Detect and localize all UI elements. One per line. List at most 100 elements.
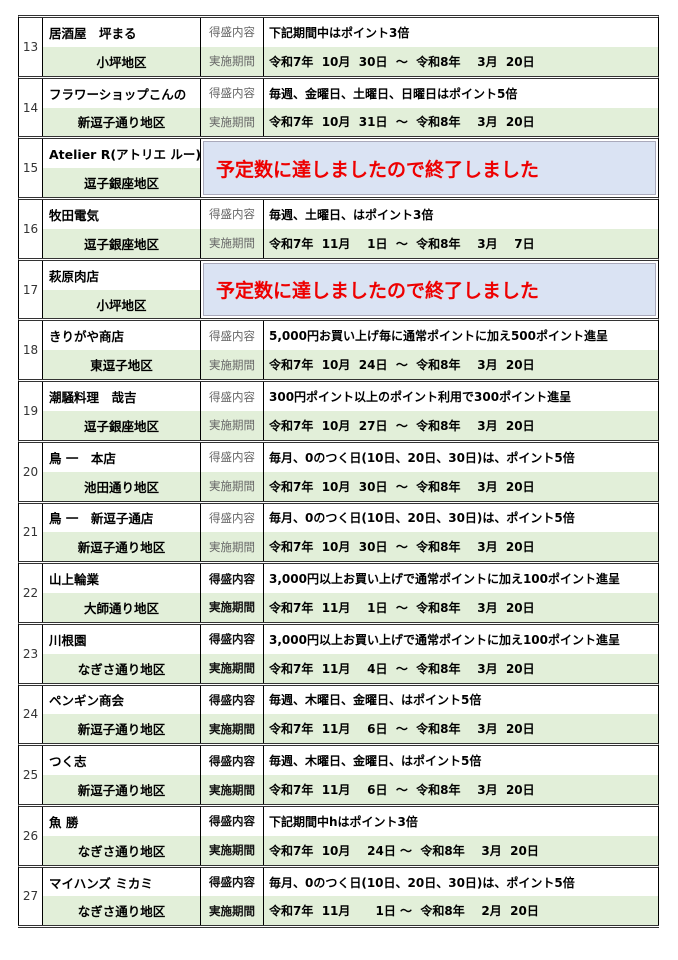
shop-name: 魚 勝 [43,806,201,836]
entry-number: 23 [19,624,43,683]
benefit-content: 3,000円以上お買い上げで通常ポイントに加え100ポイント進呈 [269,632,621,647]
period-row: 逗子銀座地区 実施期間 令和7年 10月 27日 ～ 令和8年 3月 20日 [43,410,658,440]
period-value: 令和7年 10月 24日 ～ 令和8年 3月 20日 [269,358,535,373]
entry-number: 22 [19,564,43,622]
content-label: 得盛内容 [201,867,264,897]
content-label: 得盛内容 [201,442,264,472]
content-label: 得盛内容 [201,685,264,715]
entry-number: 27 [19,867,43,926]
benefit-content: 毎週、土曜日、はポイント3倍 [269,207,434,222]
period-value: 令和7年 11月 1日 ～ 令和8年 2月 20日 [269,904,539,919]
area-name: 大師通り地区 [43,593,201,622]
period-value: 令和7年 11月 1日 ～ 令和8年 3月 7日 [269,236,535,251]
entry-number: 13 [19,18,43,76]
area-name: 逗子銀座地区 [43,410,201,440]
period-label: 実施期間 [201,653,264,683]
entry-number: 25 [19,746,43,804]
entry-number: 14 [19,78,43,137]
area-name: なぎさ通り地区 [43,653,201,683]
content-row: マイハンズ ミカミ 得盛内容 毎月、0のつく日(10日、20日、30日)は、ポイ… [43,867,658,898]
content-row: 魚 勝 得盛内容 下記期間中hはポイント3倍 [43,806,658,837]
content-row: 鳥 一 本店 得盛内容 毎月、0のつく日(10日、20日、30日)は、ポイント5… [43,442,658,473]
shop-name: 居酒屋 坪まる [43,18,201,47]
content-row: 牧田電気 得盛内容 毎週、土曜日、はポイント3倍 [43,200,658,230]
area-name: 東逗子地区 [43,350,201,380]
content-label: 得盛内容 [201,806,264,836]
shop-entry: 14 フラワーショップこんの 得盛内容 毎週、金曜日、土曜日、日曜日はポイント5… [18,75,659,137]
shop-name: 鳥 一 新逗子通店 [43,503,201,533]
shop-name: マイハンズ ミカミ [43,867,201,897]
area-name: 池田通り地区 [43,471,201,501]
period-label: 実施期間 [201,714,264,744]
shop-name: つく志 [43,746,201,776]
content-row: 山上輪業 得盛内容 3,000円以上お買い上げで通常ポイントに加え100ポイント… [43,564,658,595]
entry-number: 24 [19,685,43,744]
content-row: 潮騒料理 哉吉 得盛内容 300円ポイント以上のポイント利用で300ポイント進呈 [43,382,658,412]
area-name: 新逗子通り地区 [43,775,201,804]
shop-entry: 17 萩原肉店 小坪地区 予定数に達しましたので終了しました [18,257,659,319]
period-label: 実施期間 [201,835,264,865]
content-row: 鳥 一 新逗子通店 得盛内容 毎月、0のつく日(10日、20日、30日)は、ポイ… [43,503,658,534]
shop-entry: 20 鳥 一 本店 得盛内容 毎月、0のつく日(10日、20日、30日)は、ポイ… [18,439,659,501]
period-value: 令和7年 10月 30日 ～ 令和8年 3月 20日 [269,479,535,494]
period-row: なぎさ通り地区 実施期間 令和7年 10月 24日 ～ 令和8年 3月 20日 [43,835,658,865]
content-label: 得盛内容 [201,321,264,351]
shop-entry: 26 魚 勝 得盛内容 下記期間中hはポイント3倍 なぎさ通り地区 実施期間 令… [18,803,659,865]
area-name: 新逗子通り地区 [43,532,201,562]
content-label: 得盛内容 [201,382,264,411]
content-row: つく志 得盛内容 毎週、木曜日、金曜日、はポイント5倍 [43,746,658,777]
period-label: 実施期間 [201,471,264,501]
entry-number: 16 [19,200,43,258]
shop-name: 鳥 一 本店 [43,442,201,472]
shop-entry: 21 鳥 一 新逗子通店 得盛内容 毎月、0のつく日(10日、20日、30日)は… [18,500,659,562]
shop-name: Atelier R(アトリエ ルー) [43,139,201,169]
period-label: 実施期間 [201,410,264,440]
content-row: Atelier R(アトリエ ルー) [43,139,201,170]
benefit-content: 毎月、0のつく日(10日、20日、30日)は、ポイント5倍 [269,450,575,465]
shop-entry: 27 マイハンズ ミカミ 得盛内容 毎月、0のつく日(10日、20日、30日)は… [18,864,659,926]
period-label: 実施期間 [201,775,264,804]
benefit-content: 下記期間中hはポイント3倍 [269,814,418,829]
shop-name: 潮騒料理 哉吉 [43,382,201,411]
area-name: 逗子銀座地区 [43,228,201,258]
period-row: 小坪地区 実施期間 令和7年 10月 30日 ～ 令和8年 3月 20日 [43,46,658,76]
shop-entry: 22 山上輪業 得盛内容 3,000円以上お買い上げで通常ポイントに加え100ポ… [18,561,659,622]
content-label: 得盛内容 [201,624,264,654]
ended-notice: 予定数に達しましたので終了しました [203,262,656,317]
benefit-content: 毎週、木曜日、金曜日、はポイント5倍 [269,754,482,769]
area-name: 小坪地区 [43,289,201,319]
entry-number: 21 [19,503,43,562]
period-row: 池田通り地区 実施期間 令和7年 10月 30日 ～ 令和8年 3月 20日 [43,471,658,501]
content-label: 得盛内容 [201,503,264,533]
period-label: 実施期間 [201,350,264,380]
area-name: なぎさ通り地区 [43,896,201,926]
period-label: 実施期間 [201,107,264,137]
period-row: 東逗子地区 実施期間 令和7年 10月 24日 ～ 令和8年 3月 20日 [43,350,658,380]
entry-number: 18 [19,321,43,380]
benefit-content: 毎週、木曜日、金曜日、はポイント5倍 [269,693,482,708]
period-row: 新逗子通り地区 実施期間 令和7年 10月 31日 ～ 令和8年 3月 20日 [43,107,658,137]
shop-name: 川根園 [43,624,201,654]
period-value: 令和7年 10月 27日 ～ 令和8年 3月 20日 [269,418,535,433]
shop-entry: 18 きりがや商店 得盛内容 5,000円お買い上げ毎に通常ポイントに加え500… [18,318,659,380]
benefit-content: 300円ポイント以上のポイント利用で300ポイント進呈 [269,390,572,405]
period-value: 令和7年 11月 1日 ～ 令和8年 3月 20日 [269,600,535,615]
area-name: 逗子銀座地区 [43,168,201,198]
period-label: 実施期間 [201,593,264,622]
content-label: 得盛内容 [201,78,264,108]
period-row: 大師通り地区 実施期間 令和7年 11月 1日 ～ 令和8年 3月 20日 [43,593,658,622]
benefit-content: 下記期間中はポイント3倍 [269,25,410,40]
shop-entry: 23 川根園 得盛内容 3,000円以上お買い上げで通常ポイントに加え100ポイ… [18,621,659,683]
ended-notice: 予定数に達しましたので終了しました [203,141,656,196]
period-row: なぎさ通り地区 実施期間 令和7年 11月 4日 ～ 令和8年 3月 20日 [43,653,658,683]
period-row: 新逗子通り地区 実施期間 令和7年 11月 6日 ～ 令和8年 3月 20日 [43,775,658,804]
area-name: 新逗子通り地区 [43,107,201,137]
shop-name: 牧田電気 [43,200,201,229]
period-value: 令和7年 10月 30日 ～ 令和8年 3月 20日 [269,540,535,555]
shop-name: ペンギン商会 [43,685,201,715]
period-row: なぎさ通り地区 実施期間 令和7年 11月 1日 ～ 令和8年 2月 20日 [43,896,658,926]
period-value: 令和7年 10月 24日 ～ 令和8年 3月 20日 [269,843,539,858]
entry-number: 17 [19,260,43,319]
benefit-content: 5,000円お買い上げ毎に通常ポイントに加え500ポイント進呈 [269,329,609,344]
content-row: 居酒屋 坪まる 得盛内容 下記期間中はポイント3倍 [43,18,658,48]
